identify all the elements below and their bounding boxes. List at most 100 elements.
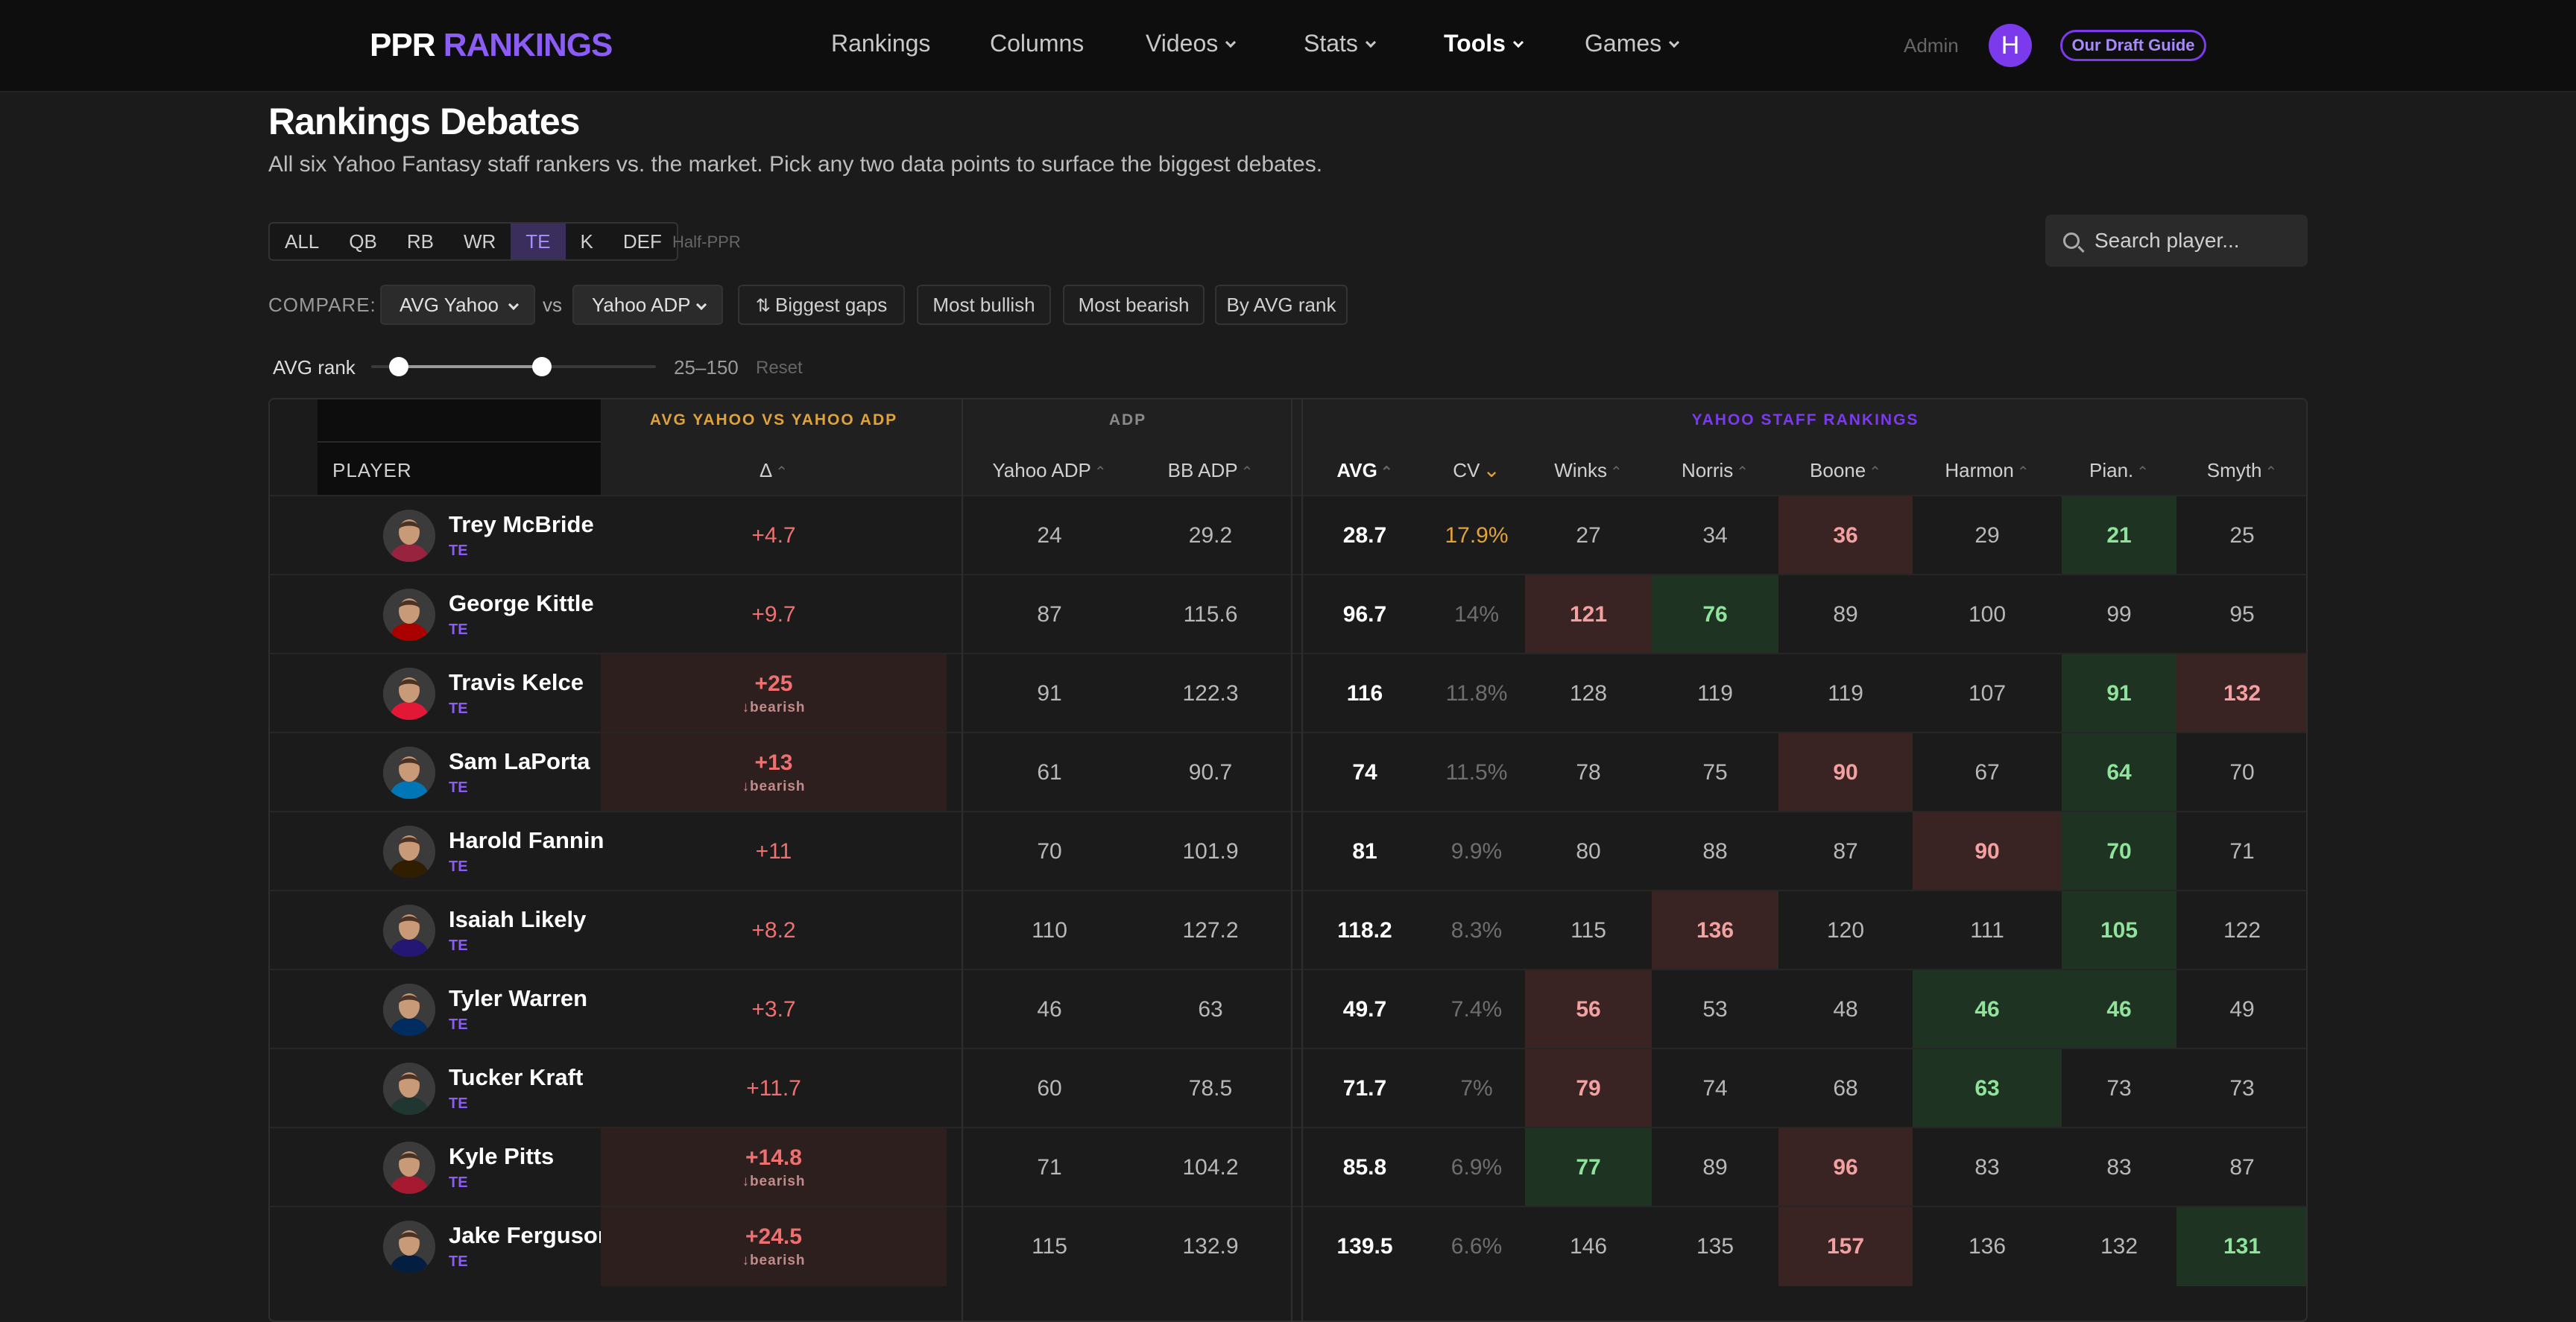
yahoo-adp-value: 60 [1037, 1076, 1062, 1101]
rank-value: 80 [1576, 839, 1601, 864]
table-row[interactable]: Travis Kelce TE +25 ↓bearish 91 122.3 116 11.8%… [270, 653, 2306, 733]
reset-button[interactable]: Reset [756, 358, 803, 378]
player-cell[interactable]: Harold Fannin TE [318, 812, 604, 891]
player-name: Sam LaPorta [449, 748, 590, 774]
player-name: Jake Ferguson [449, 1222, 612, 1248]
compare-label: COMPARE: [268, 294, 376, 316]
player-name: Isaiah Likely [449, 906, 587, 932]
chevron-down-icon [508, 299, 520, 311]
position-rb[interactable]: RB [406, 230, 434, 253]
avg-value: 74 [1352, 760, 1377, 785]
group-header-staff: YAHOO STAFF RANKINGS [1691, 411, 1919, 428]
cell-norris: 75 [1652, 733, 1778, 812]
table-row[interactable]: Kyle Pitts TE +14.8 ↓bearish 71 104.2 85.8 6.9%… [270, 1127, 2306, 1207]
compare-right-select[interactable]: Yahoo ADP [572, 285, 723, 325]
admin-link[interactable]: Admin [1904, 34, 1959, 57]
position-wr[interactable]: WR [463, 230, 496, 253]
rank-value: 67 [1974, 760, 2000, 785]
cell-cv: 8.3% [1421, 891, 1532, 970]
col-header-norris[interactable]: Norris ⌃ [1652, 446, 1778, 495]
table-row[interactable]: Sam LaPorta TE +13 ↓bearish 61 90.7 74 11.5% 78 7… [270, 732, 2306, 812]
player-cell[interactable]: Trey McBride TE [318, 496, 601, 575]
rank-value: 25 [2229, 523, 2255, 548]
search-box[interactable] [2045, 215, 2308, 267]
rank-value: 105 [2100, 918, 2138, 943]
col-header-yahoo-adp[interactable]: Yahoo ADP ⌃ [969, 446, 1130, 495]
slider-handle-min[interactable] [388, 357, 408, 376]
cell-bb-adp: 122.3 [1130, 654, 1291, 733]
player-cell[interactable]: Travis Kelce TE [318, 654, 601, 733]
rank-value: 128 [1569, 681, 1608, 706]
position-qb[interactable]: QB [349, 230, 377, 253]
col-header-winks[interactable]: Winks ⌃ [1525, 446, 1652, 495]
col-header-harmon[interactable]: Harmon ⌃ [1913, 446, 2062, 495]
most-bullish-button[interactable]: Most bullish [917, 285, 1051, 325]
player-cell[interactable]: Kyle Pitts TE [318, 1128, 601, 1207]
position-def[interactable]: DEF [622, 230, 662, 253]
nav-rankings[interactable]: Rankings [831, 30, 930, 57]
bb-adp-value: 132.9 [1182, 1234, 1239, 1259]
table-row[interactable]: Isaiah Likely TE +8.2 110 127.2 118.2 8.3% 115 1… [270, 890, 2306, 970]
col-header-pian[interactable]: Pian. ⌃ [2062, 446, 2176, 495]
nav-games[interactable]: Games [1585, 30, 1680, 57]
bearish-label: ↓bearish [742, 1174, 806, 1189]
compare-left-select[interactable]: AVG Yahoo [380, 285, 535, 325]
player-cell[interactable]: George Kittle TE [318, 575, 601, 654]
col-header-delta[interactable]: Δ ⌃ [601, 446, 947, 495]
brand-logo[interactable]: PPR RANKINGS [370, 27, 613, 64]
player-cell[interactable]: Tucker Kraft TE [318, 1049, 601, 1128]
rank-value: 132 [2100, 1234, 2138, 1259]
biggest-gaps-button[interactable]: ⇅ Biggest gaps [738, 285, 905, 325]
cell-yahoo-adp: 60 [969, 1049, 1130, 1128]
delta-value: +11.7 [746, 1076, 801, 1101]
table-row[interactable]: Jake Ferguson TE +24.5 ↓bearish 115 132.9 139.… [270, 1206, 2306, 1286]
nav-label: Tools [1444, 30, 1506, 57]
nav-videos[interactable]: Videos [1146, 30, 1237, 57]
col-header-boone[interactable]: Boone ⌃ [1778, 446, 1913, 495]
cell-pian: 46 [2062, 970, 2176, 1049]
nav-columns[interactable]: Columns [990, 30, 1084, 57]
table-row[interactable]: Tyler Warren TE +3.7 46 63 49.7 7.4% 56 53 48 46 46… [270, 969, 2306, 1049]
table-row[interactable]: George Kittle TE +9.7 87 115.6 96.7 14% 121 76 89… [270, 574, 2306, 654]
rank-value: 136 [1968, 1234, 2007, 1259]
slider-handle-max[interactable] [531, 357, 552, 376]
player-cell[interactable]: Jake Ferguson TE [318, 1207, 612, 1286]
cell-pian: 83 [2062, 1128, 2176, 1207]
nav-stats[interactable]: Stats [1304, 30, 1376, 57]
search-input[interactable] [2094, 224, 2296, 258]
rank-value: 71 [2229, 839, 2255, 864]
delta-value: +4.7 [751, 523, 796, 548]
col-header-cv[interactable]: CV ⌄ [1421, 446, 1532, 495]
table-row[interactable]: Trey McBride TE +4.7 24 29.2 28.7 17.9% 27 34 36 2… [270, 495, 2306, 575]
cell-yahoo-adp: 24 [969, 496, 1130, 575]
player-cell[interactable]: Isaiah Likely TE [318, 891, 601, 970]
position-k[interactable]: K [580, 230, 593, 253]
rank-value: 87 [2229, 1155, 2255, 1180]
table-row[interactable]: Tucker Kraft TE +11.7 60 78.5 71.7 7% 79 74 68 63 7… [270, 1048, 2306, 1128]
most-bearish-button[interactable]: Most bearish [1063, 285, 1205, 325]
by-avg-rank-button[interactable]: By AVG rank [1215, 285, 1348, 325]
cell-pian: 105 [2062, 891, 2176, 970]
cell-bb-adp: 78.5 [1130, 1049, 1291, 1128]
cell-norris: 34 [1652, 496, 1778, 575]
col-header-bb-adp[interactable]: BB ADP ⌃ [1130, 446, 1291, 495]
cv-value: 7% [1460, 1076, 1493, 1101]
player-position: TE [449, 700, 468, 717]
user-avatar[interactable]: H [1989, 24, 2032, 67]
col-header-smyth[interactable]: Smyth ⌃ [2176, 446, 2306, 495]
avg-rank-slider[interactable] [371, 357, 656, 376]
cell-avg: 118.2 [1309, 891, 1421, 970]
cell-smyth: 49 [2176, 970, 2306, 1049]
slider-range-fill [398, 365, 542, 368]
draft-guide-button[interactable]: Our Draft Guide [2060, 30, 2206, 61]
col-header-avg[interactable]: AVG ⌃ [1309, 446, 1421, 495]
col-header-label: Pian. [2089, 459, 2134, 481]
table-row[interactable]: Harold Fannin TE +11 70 101.9 81 9.9% 80 88 87 90 7… [270, 811, 2306, 891]
position-all[interactable]: ALL [285, 230, 320, 253]
player-cell[interactable]: Tyler Warren TE [318, 970, 601, 1049]
bearish-label: ↓bearish [742, 1253, 806, 1268]
position-te[interactable]: TE [511, 224, 566, 259]
player-name: Harold Fannin [449, 827, 604, 853]
nav-tools[interactable]: Tools [1444, 30, 1524, 57]
player-cell[interactable]: Sam LaPorta TE [318, 733, 601, 812]
